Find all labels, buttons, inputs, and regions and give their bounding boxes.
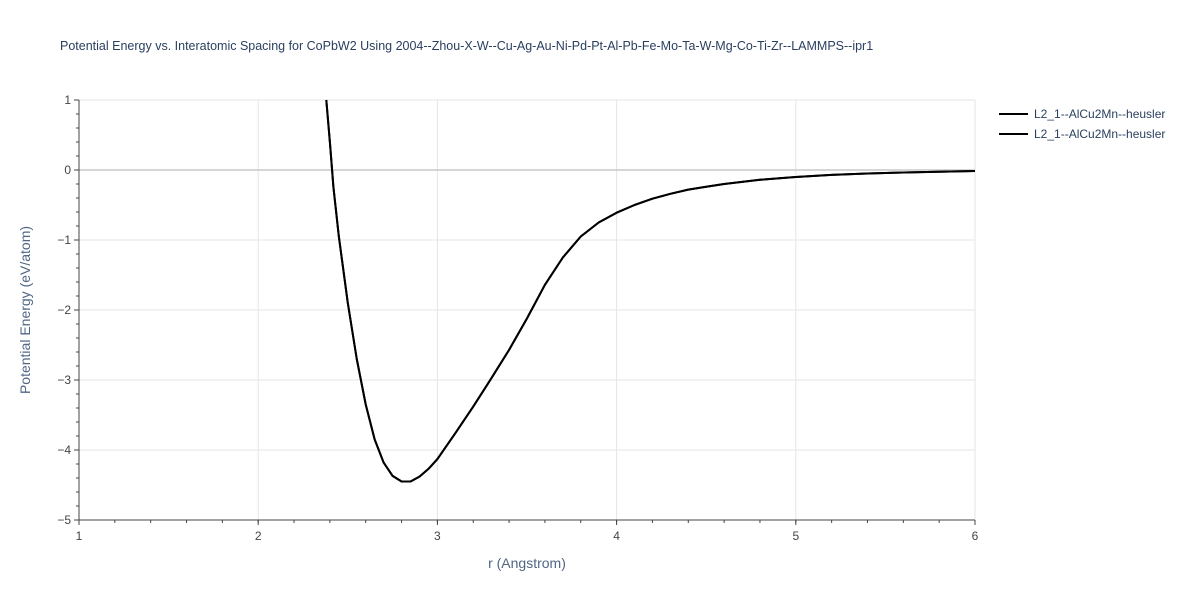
axes	[74, 99, 976, 525]
x-tick-label: 1	[76, 529, 83, 543]
y-tick-label: 1	[64, 93, 71, 107]
y-tick-label: −5	[57, 513, 71, 527]
grid	[79, 99, 976, 520]
y-tick-labels: 1 0 −1 −2 −3 −4 −5	[57, 93, 71, 527]
y-tick-label: 0	[64, 163, 71, 177]
series-line-2	[325, 99, 976, 483]
x-tick-label: 4	[613, 529, 620, 543]
legend-item[interactable]: L2_1--AlCu2Mn--heusler	[999, 107, 1165, 121]
series-group	[325, 99, 976, 483]
legend[interactable]: L2_1--AlCu2Mn--heusler L2_1--AlCu2Mn--heu…	[999, 107, 1165, 141]
x-tick-label: 2	[255, 529, 262, 543]
legend-label: L2_1--AlCu2Mn--heusler	[1034, 127, 1165, 141]
legend-label: L2_1--AlCu2Mn--heusler	[1034, 107, 1165, 121]
y-tick-label: −1	[57, 233, 71, 247]
chart-title: Potential Energy vs. Interatomic Spacing…	[60, 39, 873, 53]
y-axis-title: Potential Energy (eV/atom)	[17, 226, 33, 394]
x-axis-title: r (Angstrom)	[488, 555, 566, 571]
x-tick-labels: 1 2 3 4 5 6	[76, 529, 979, 543]
legend-item[interactable]: L2_1--AlCu2Mn--heusler	[999, 127, 1165, 141]
y-tick-label: −3	[57, 373, 71, 387]
y-tick-label: −4	[57, 443, 71, 457]
x-tick-label: 5	[792, 529, 799, 543]
x-tick-label: 6	[972, 529, 979, 543]
x-tick-label: 3	[434, 529, 441, 543]
y-tick-label: −2	[57, 303, 71, 317]
